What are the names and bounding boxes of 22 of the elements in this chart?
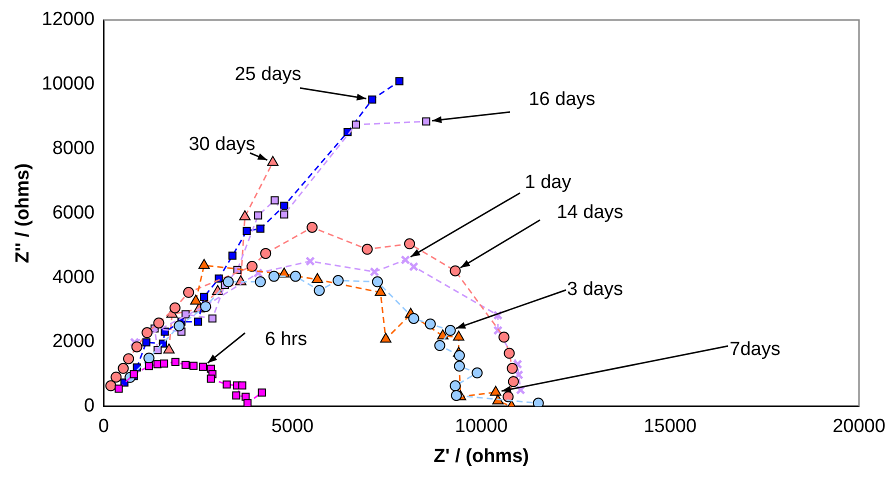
y-tick-label: 2000 xyxy=(52,331,95,352)
annotation: 16 days xyxy=(528,89,596,110)
y-tick-label: 10000 xyxy=(42,74,95,95)
annotation: 25 days xyxy=(234,64,302,86)
y-tick-label: 12000 xyxy=(42,9,95,30)
annotation: 3 days xyxy=(567,279,623,300)
y-tick-label: 6000 xyxy=(52,202,95,224)
annotation: 1 day xyxy=(524,172,572,194)
x-tick-label: 20000 xyxy=(832,416,886,438)
x-tick-label: 15000 xyxy=(644,416,697,438)
y-tick-label: 8000 xyxy=(52,138,95,160)
annotation: 14 days xyxy=(556,202,624,224)
y-tick-label: 0 xyxy=(84,396,95,417)
x-axis-title: Z' / (ohms) xyxy=(434,446,529,467)
annotation: 7days xyxy=(730,339,780,360)
annotation: 6 hrs xyxy=(264,329,308,350)
x-tick-label: 5000 xyxy=(271,416,314,438)
y-axis-title: Z'' / (ohms) xyxy=(12,163,34,264)
x-tick-label: 10000 xyxy=(454,416,508,438)
x-tick-label: 0 xyxy=(98,416,109,438)
annotation: 30 days xyxy=(188,134,256,156)
y-tick-label: 4000 xyxy=(52,266,95,288)
